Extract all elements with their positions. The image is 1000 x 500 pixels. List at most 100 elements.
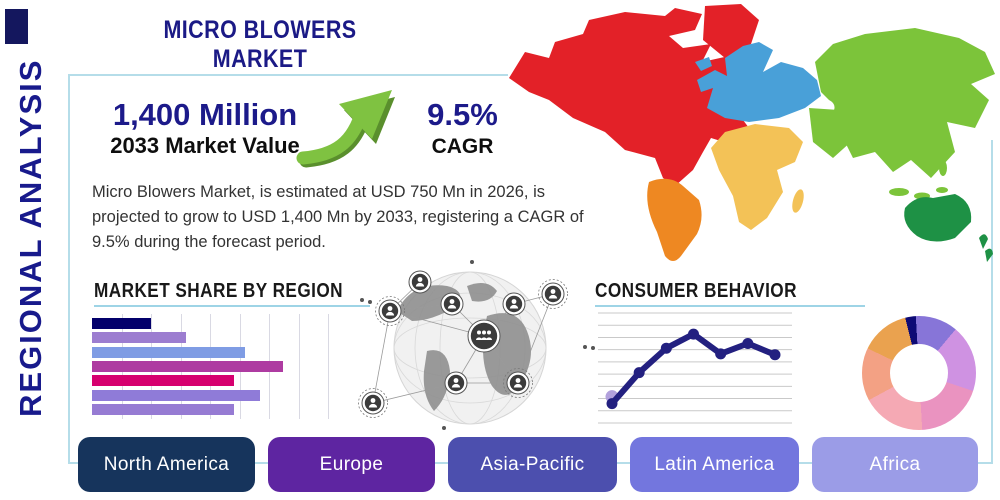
person-glyph bbox=[482, 330, 486, 335]
market-share-bar bbox=[92, 375, 234, 387]
bar-gridline bbox=[298, 314, 300, 419]
map-north-america bbox=[509, 8, 769, 186]
person-glyph bbox=[447, 304, 457, 309]
network-dot bbox=[442, 426, 446, 430]
person-glyph bbox=[449, 299, 455, 304]
person-glyph bbox=[550, 289, 556, 294]
network-link bbox=[517, 293, 554, 384]
person-glyph bbox=[415, 282, 425, 287]
panel-border-top bbox=[68, 74, 508, 76]
market-value-stat: 1,400 Million bbox=[112, 97, 298, 132]
region-button-europe[interactable]: Europe bbox=[268, 437, 435, 492]
cagr-label: CAGR bbox=[431, 135, 494, 158]
map-madagascar bbox=[792, 189, 804, 213]
line-data-point bbox=[606, 398, 618, 410]
region-button-row: North America Europe Asia-Pacific Latin Ame… bbox=[78, 437, 978, 492]
person-node-icon bbox=[364, 394, 382, 412]
growth-arrow-icon bbox=[293, 78, 408, 170]
line-data-point bbox=[742, 338, 754, 349]
market-share-heading: MARKET SHARE BY REGION bbox=[94, 280, 344, 302]
heading-underline bbox=[595, 305, 865, 307]
market-share-bar bbox=[92, 332, 187, 344]
person-glyph bbox=[513, 383, 523, 388]
person-glyph bbox=[368, 403, 378, 408]
network-dot bbox=[470, 260, 474, 264]
panel-border-left bbox=[68, 74, 70, 464]
person-node-icon bbox=[381, 302, 399, 320]
line-data-point bbox=[688, 328, 699, 340]
network-globe-illustration bbox=[352, 256, 604, 444]
map-philippines bbox=[939, 160, 947, 176]
person-glyph bbox=[387, 306, 393, 311]
consumer-behavior-line-chart bbox=[598, 308, 792, 426]
person-node-icon bbox=[509, 374, 527, 392]
person-glyph bbox=[453, 378, 459, 383]
region-button-latin-america[interactable]: Latin America bbox=[630, 437, 799, 492]
market-value-label: 2033 Market Value bbox=[110, 133, 300, 158]
line-data-point bbox=[660, 342, 672, 354]
line-data-point bbox=[715, 348, 727, 360]
market-share-bar bbox=[92, 403, 234, 415]
map-europe bbox=[697, 42, 821, 122]
map-africa bbox=[711, 124, 803, 230]
network-dot bbox=[368, 300, 372, 304]
consumer-behavior-heading: CONSUMER BEHAVIOR bbox=[595, 280, 797, 302]
map-greenland bbox=[703, 4, 759, 58]
person-glyph bbox=[511, 299, 517, 304]
person-node-icon bbox=[505, 295, 523, 313]
person-glyph bbox=[487, 330, 491, 335]
node-ring bbox=[358, 388, 388, 418]
network-dot bbox=[360, 298, 364, 302]
panel-border-right bbox=[991, 140, 993, 464]
donut-hole bbox=[890, 344, 948, 402]
person-glyph bbox=[486, 337, 492, 340]
map-indonesia bbox=[889, 187, 948, 200]
network-link bbox=[372, 310, 391, 404]
person-glyph bbox=[515, 378, 521, 383]
person-node-icon bbox=[411, 273, 429, 291]
line-data-point bbox=[633, 367, 645, 379]
network-link bbox=[372, 382, 457, 404]
market-share-bar bbox=[92, 346, 246, 358]
line-data-point bbox=[769, 349, 781, 361]
market-description: Micro Blowers Market, is estimated at US… bbox=[92, 183, 584, 251]
person-node-icon bbox=[443, 295, 461, 313]
person-glyph bbox=[548, 294, 558, 299]
node-ring bbox=[538, 279, 568, 309]
market-share-bar bbox=[92, 389, 260, 401]
bar-gridline bbox=[328, 314, 329, 419]
heading-underline bbox=[94, 305, 370, 307]
person-glyph bbox=[481, 337, 487, 340]
globe-landmass bbox=[423, 350, 450, 411]
map-iceland bbox=[695, 57, 712, 71]
vertical-section-label: REGIONAL ANALYSIS bbox=[13, 58, 48, 417]
region-button-africa[interactable]: Africa bbox=[812, 437, 978, 492]
page-title: MICRO BLOWERS MARKET bbox=[163, 16, 357, 73]
cagr-stat: 9.5% bbox=[427, 97, 498, 132]
node-ring bbox=[375, 296, 405, 326]
map-asia bbox=[815, 28, 995, 178]
world-map bbox=[497, 0, 1000, 268]
person-node-icon bbox=[470, 322, 498, 350]
market-share-bar-chart bbox=[92, 314, 329, 419]
person-glyph bbox=[509, 304, 519, 309]
network-dot bbox=[583, 345, 587, 349]
region-button-asia-pacific[interactable]: Asia-Pacific bbox=[448, 437, 617, 492]
map-japan bbox=[964, 94, 976, 120]
map-australia bbox=[904, 194, 972, 242]
person-glyph bbox=[477, 330, 481, 335]
network-dot bbox=[591, 346, 595, 350]
map-south-america bbox=[647, 178, 702, 261]
person-glyph bbox=[385, 311, 395, 316]
market-share-bar bbox=[92, 360, 284, 372]
map-new-zealand bbox=[979, 234, 993, 262]
market-share-bar bbox=[92, 318, 151, 329]
person-glyph bbox=[451, 383, 461, 388]
person-glyph bbox=[417, 277, 423, 282]
person-glyph bbox=[370, 398, 376, 403]
node-ring bbox=[503, 368, 533, 398]
person-glyph bbox=[476, 337, 482, 340]
person-node-icon bbox=[447, 374, 465, 392]
globe-landmass bbox=[467, 282, 497, 302]
region-button-north-america[interactable]: North America bbox=[78, 437, 255, 492]
